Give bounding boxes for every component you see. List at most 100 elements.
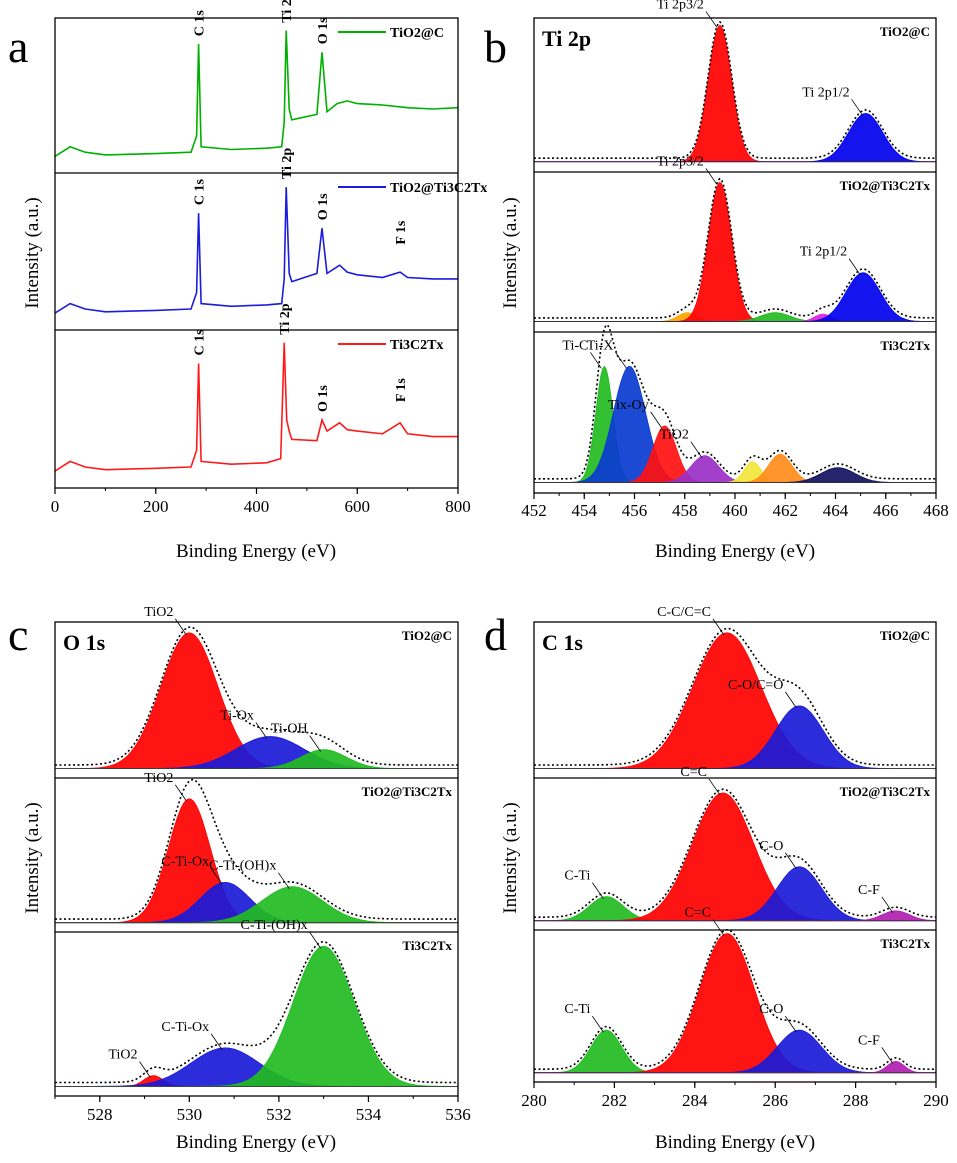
leader-line-c-1-0 <box>175 784 187 802</box>
leader-line-b-2-2 <box>650 411 662 429</box>
peak-label-a-2-3: F 1s <box>394 378 409 403</box>
core-title-b: Ti 2p <box>542 26 591 51</box>
leader-line-d-0-1 <box>784 691 797 709</box>
sample-label-c-0: TiO2@C <box>402 628 452 643</box>
x-tick-label-a: 400 <box>244 497 270 516</box>
x-axis-title-c: Binding Energy (eV) <box>176 1132 336 1153</box>
x-axis-title-a: Binding Energy (eV) <box>176 541 336 562</box>
component-label-c-2-1: C-Ti-Ox <box>161 1020 209 1035</box>
leader-line-d-0-0 <box>712 618 725 636</box>
x-tick-label-a: 200 <box>143 497 169 516</box>
x-tick-label-b: 462 <box>773 501 799 520</box>
y-axis-title-b: Intensity (a.u.) <box>500 197 521 308</box>
peak-label-a-0-0: C 1s <box>192 10 207 37</box>
x-tick-label-b: 456 <box>622 501 648 520</box>
leader-line-c-1-1 <box>210 868 223 885</box>
sample-label-b-1: TiO2@Ti3C2Tx <box>840 178 931 193</box>
x-tick-label-c: 534 <box>356 1105 382 1124</box>
envelope-b-0 <box>534 20 936 159</box>
envelope-b-1 <box>534 177 936 319</box>
component-label-b-2-3: TiO2 <box>660 428 689 443</box>
leader-line-c-0-1 <box>255 722 268 739</box>
panel-letter-b: b <box>484 21 507 72</box>
panel-c-plot <box>55 626 458 1087</box>
envelope-d-0 <box>534 627 936 766</box>
component-label-d-0-0: C-C/C=C <box>657 605 711 620</box>
component-label-c-1-2: C-Ti-(OH)x <box>209 859 276 874</box>
component-label-d-2-3: C-F <box>858 1033 880 1048</box>
component-label-c-0-1: Ti-Ox <box>220 709 254 724</box>
component-label-c-0-2: Ti-OH <box>271 722 308 737</box>
x-tick-label-b: 468 <box>923 501 949 520</box>
peak-label-a-2-2: O 1s <box>316 385 331 412</box>
peak-label-a-0-1: Ti 2p <box>280 0 295 23</box>
component-label-d-1-2: C-O <box>759 839 783 854</box>
component-label-b-0-0: Ti 2p3/2 <box>657 0 704 12</box>
panel-d-plot <box>534 627 936 1074</box>
leader-line-c-2-0 <box>139 1061 151 1078</box>
sample-label-c-2: Ti3C2Tx <box>402 938 452 953</box>
y-axis-title-a: Intensity (a.u.) <box>22 197 43 308</box>
peak-label-a-1-0: C 1s <box>192 179 207 206</box>
x-tick-label-b: 466 <box>873 501 899 520</box>
legend-label-2: Ti3C2Tx <box>390 338 443 353</box>
envelope-c-0 <box>55 626 458 766</box>
leader-line-d-2-3 <box>881 1047 894 1064</box>
core-title-c: O 1s <box>63 630 106 655</box>
component-label-b-2-0: Ti-C <box>562 338 588 353</box>
leader-line-c-2-1 <box>210 1033 223 1051</box>
peak-label-a-1-1: Ti 2p <box>280 148 295 179</box>
peak-label-a-2-0: C 1s <box>192 329 207 356</box>
panel-letter-c: c <box>8 609 28 660</box>
component-label-d-1-3: C-F <box>858 883 880 898</box>
leader-line-d-1-0 <box>592 882 604 899</box>
envelope-b-2 <box>534 324 936 480</box>
component-label-c-1-1: C-Ti-Ox <box>161 854 209 869</box>
survey-line-0 <box>55 30 458 157</box>
survey-line-2 <box>55 342 458 472</box>
leader-line-b-1-4 <box>848 258 861 275</box>
x-tick-label-b: 464 <box>823 501 849 520</box>
component-label-c-1-0: TiO2 <box>144 771 173 786</box>
component-label-b-1-1: Ti 2p3/2 <box>657 154 704 169</box>
plot-frame-a <box>54 17 459 489</box>
x-tick-label-c: 528 <box>87 1105 113 1124</box>
sample-label-d-0: TiO2@C <box>880 628 930 643</box>
component-label-d-0-1: C-O/C=O <box>728 678 783 693</box>
x-tick-label-d: 282 <box>602 1091 628 1110</box>
panel-b-plot <box>534 20 936 483</box>
x-tick-label-d: 280 <box>521 1091 547 1110</box>
component-label-d-1-1: C=C <box>680 765 707 780</box>
x-tick-label-b: 454 <box>572 501 598 520</box>
x-tick-label-a: 600 <box>345 497 371 516</box>
x-tick-label-b: 452 <box>521 501 547 520</box>
annotations: 0 200 400 600 800 TiO2@C C 1s Ti 2p O 1s TiO2@Ti3… <box>51 0 949 1124</box>
component-label-b-1-4: Ti 2p1/2 <box>800 245 847 260</box>
x-tick-label-c: 532 <box>266 1105 292 1124</box>
leader-line-c-0-2 <box>309 735 321 752</box>
panel-letter-d: d <box>484 609 507 660</box>
survey-line-1 <box>55 187 458 314</box>
axes-frames <box>54 17 937 1102</box>
component-label-b-2-2: Tix-Oy <box>608 398 649 413</box>
sample-label-c-1: TiO2@Ti3C2Tx <box>362 784 453 799</box>
leader-line-d-2-0 <box>592 1015 604 1033</box>
x-tick-label-a: 0 <box>51 497 60 516</box>
plot-frame-c <box>54 621 459 1097</box>
component-label-d-2-1: C=C <box>684 906 711 921</box>
leader-line-d-1-1 <box>708 778 721 796</box>
envelope-d-1 <box>534 788 936 918</box>
x-tick-label-d: 284 <box>682 1091 708 1110</box>
core-title-d: C 1s <box>542 630 583 655</box>
leader-line-c-2-2 <box>309 932 321 949</box>
leader-line-d-1-3 <box>881 896 894 914</box>
x-tick-label-d: 288 <box>843 1091 869 1110</box>
component-label-c-0-0: TiO2 <box>144 605 173 620</box>
leader-line-d-2-1 <box>712 919 725 936</box>
sample-label-d-1: TiO2@Ti3C2Tx <box>840 784 931 799</box>
x-tick-label-a: 800 <box>445 497 471 516</box>
leader-line-c-0-0 <box>175 618 187 636</box>
x-tick-label-b: 458 <box>672 501 698 520</box>
leader-line-d-2-2 <box>784 1015 797 1033</box>
